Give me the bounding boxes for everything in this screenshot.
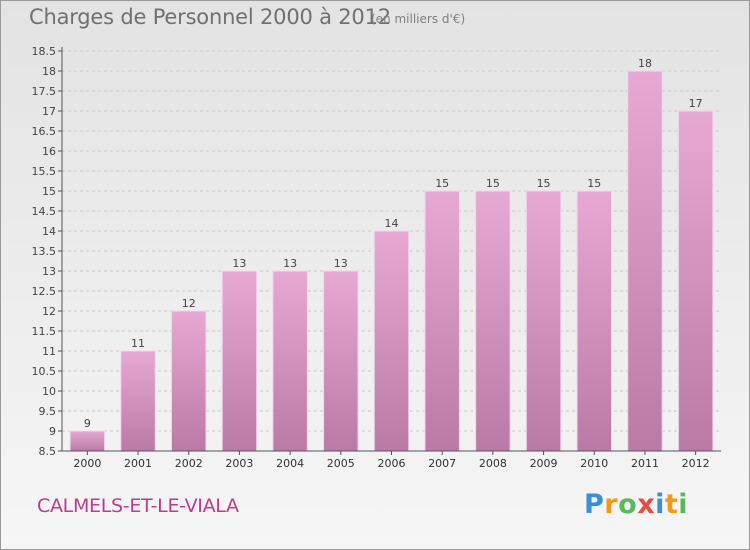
logo-letter: r [604, 489, 619, 520]
x-tick-label: 2010 [580, 457, 608, 470]
logo-letter: i [655, 489, 665, 520]
y-tick-label: 13 [42, 265, 56, 278]
chart-subtitle: (en milliers d'€) [371, 12, 466, 26]
bar [69, 430, 106, 452]
logo-letter: o [618, 489, 638, 520]
x-tick-label: 2011 [631, 457, 659, 470]
y-tick-label: 14 [42, 225, 56, 238]
bar [525, 190, 562, 452]
data-label: 13 [232, 257, 246, 270]
y-tick-label: 14.5 [32, 205, 57, 218]
x-tick-label: 2006 [378, 457, 406, 470]
y-tick-label: 17 [42, 105, 56, 118]
x-tick-label: 2004 [276, 457, 304, 470]
bar [677, 110, 714, 452]
commune-name: CALMELS-ET-LE-VIALA [37, 495, 239, 517]
x-tick-label: 2009 [530, 457, 558, 470]
x-tick-label: 2005 [327, 457, 355, 470]
y-tick-label: 9.5 [39, 405, 57, 418]
y-tick-label: 8.5 [39, 445, 57, 458]
bar [475, 190, 511, 452]
y-tick-label: 12 [42, 305, 56, 318]
data-label: 15 [435, 177, 449, 190]
data-labels: 9 11 12 13 13 13 14 15 15 15 15 18 17 [84, 57, 703, 430]
data-label: 12 [182, 297, 196, 310]
logo-letter: P [584, 489, 605, 520]
proxiti-logo[interactable]: Proxiti [584, 489, 688, 520]
y-tick-label: 15.5 [32, 165, 57, 178]
y-tick-label: 12.5 [32, 285, 57, 298]
data-label: 13 [283, 257, 297, 270]
y-tick-label: 18 [42, 65, 56, 78]
y-tick-label: 10.5 [32, 365, 57, 378]
bar [627, 70, 663, 452]
data-label: 15 [537, 177, 551, 190]
data-label: 14 [385, 217, 399, 230]
x-tick-label: 2007 [428, 457, 456, 470]
bar [323, 270, 359, 452]
x-tick-label: 2012 [682, 457, 710, 470]
data-label: 13 [334, 257, 348, 270]
y-tick-label: 13.5 [32, 245, 57, 258]
logo-letter: i [678, 489, 689, 520]
x-tick-label: 2001 [124, 457, 152, 470]
logo-letter: x [637, 489, 656, 520]
data-label: 15 [486, 177, 500, 190]
x-axis-ticks: 2000 2001 2002 2003 2004 2005 2006 2007 2008 2009… [73, 451, 710, 470]
y-tick-label: 16.5 [32, 125, 57, 138]
y-tick-label: 11 [42, 345, 56, 358]
data-label: 11 [131, 337, 145, 350]
data-label: 15 [587, 177, 601, 190]
y-tick-label: 10 [42, 385, 56, 398]
y-tick-label: 15 [42, 185, 56, 198]
bar [576, 190, 613, 452]
y-axis-ticks: 8.5 9 9.5 10 10.5 11 11.5 12 12.5 13 13.5 14 14.5 15 1… [32, 45, 62, 458]
bar [373, 230, 410, 452]
x-tick-label: 2000 [73, 457, 101, 470]
x-tick-label: 2003 [225, 457, 253, 470]
y-tick-label: 18.5 [32, 45, 57, 58]
bar [424, 190, 460, 452]
data-label: 9 [84, 417, 91, 430]
x-tick-label: 2008 [479, 457, 507, 470]
y-tick-label: 16 [42, 145, 56, 158]
y-tick-label: 9 [49, 425, 56, 438]
bar [170, 310, 207, 452]
bars [69, 70, 714, 452]
y-tick-label: 17.5 [32, 85, 57, 98]
data-label: 18 [638, 57, 652, 70]
bar [221, 270, 258, 452]
bar [272, 270, 308, 452]
y-tick-label: 11.5 [32, 325, 57, 338]
bar [120, 350, 156, 452]
logo-letter: t [664, 489, 679, 520]
chart-title: Charges de Personnel 2000 à 2012 [29, 5, 391, 29]
data-label: 17 [689, 97, 703, 110]
x-tick-label: 2002 [175, 457, 203, 470]
